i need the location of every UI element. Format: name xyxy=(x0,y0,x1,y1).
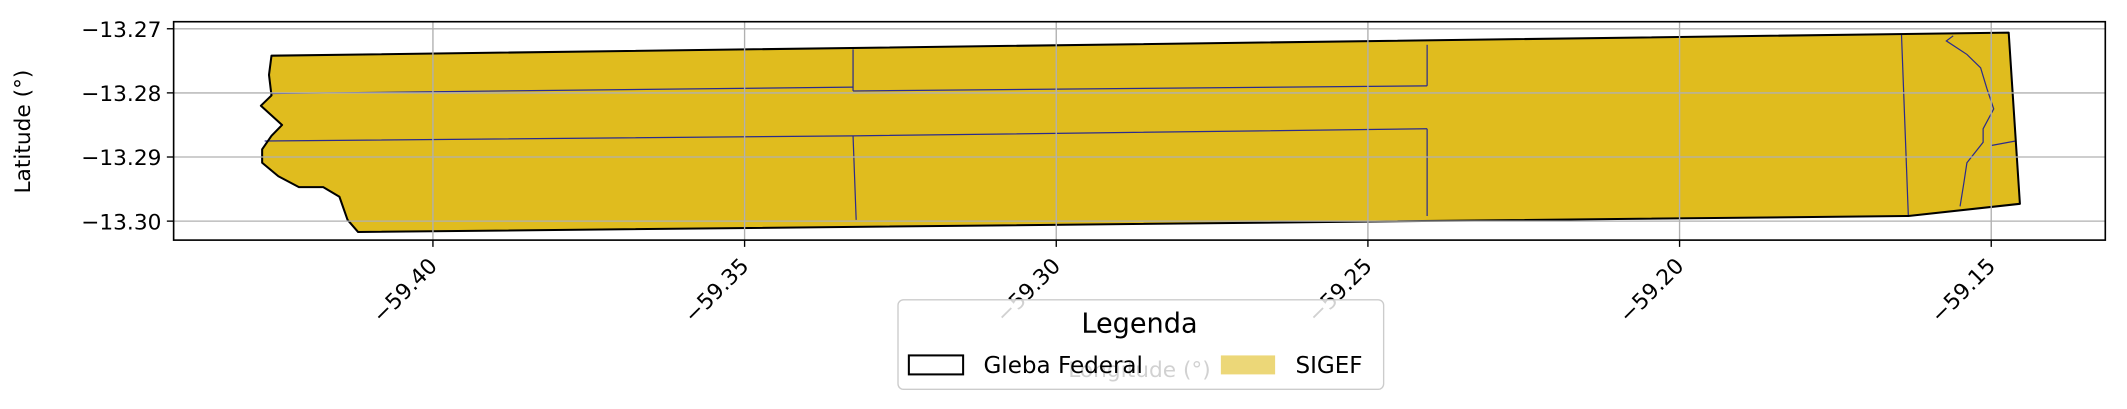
y-tick-label: −13.27 xyxy=(81,18,161,43)
x-tick-label: −59.40 xyxy=(368,254,442,328)
legend-swatch xyxy=(907,354,965,376)
legend-label: Gleba Federal xyxy=(983,353,1143,379)
y-tick-label: −13.30 xyxy=(81,210,161,235)
sigef-boundary xyxy=(1900,33,1909,217)
x-tick-label: −59.35 xyxy=(680,254,754,328)
sigef-boundary xyxy=(1991,140,2016,147)
y-axis-label: Latitude (°) xyxy=(11,70,36,194)
legend-label: SIGEF xyxy=(1295,353,1362,379)
sigef-boundary xyxy=(853,85,1428,92)
plot-frame xyxy=(172,20,2107,241)
y-tick-label: −13.28 xyxy=(81,82,161,107)
legend: Legenda Gleba Federal SIGEF xyxy=(897,299,1385,391)
x-tick-label: −59.20 xyxy=(1615,254,1689,328)
legend-title: Legenda xyxy=(1081,308,1197,339)
x-tick-label: −59.15 xyxy=(1926,254,2000,328)
y-tick-label: −13.29 xyxy=(81,146,161,171)
legend-swatch xyxy=(1220,355,1276,375)
sigef-boundary xyxy=(852,135,857,220)
gleba-outline xyxy=(259,31,2021,234)
sigef-boundary xyxy=(1945,35,1995,207)
